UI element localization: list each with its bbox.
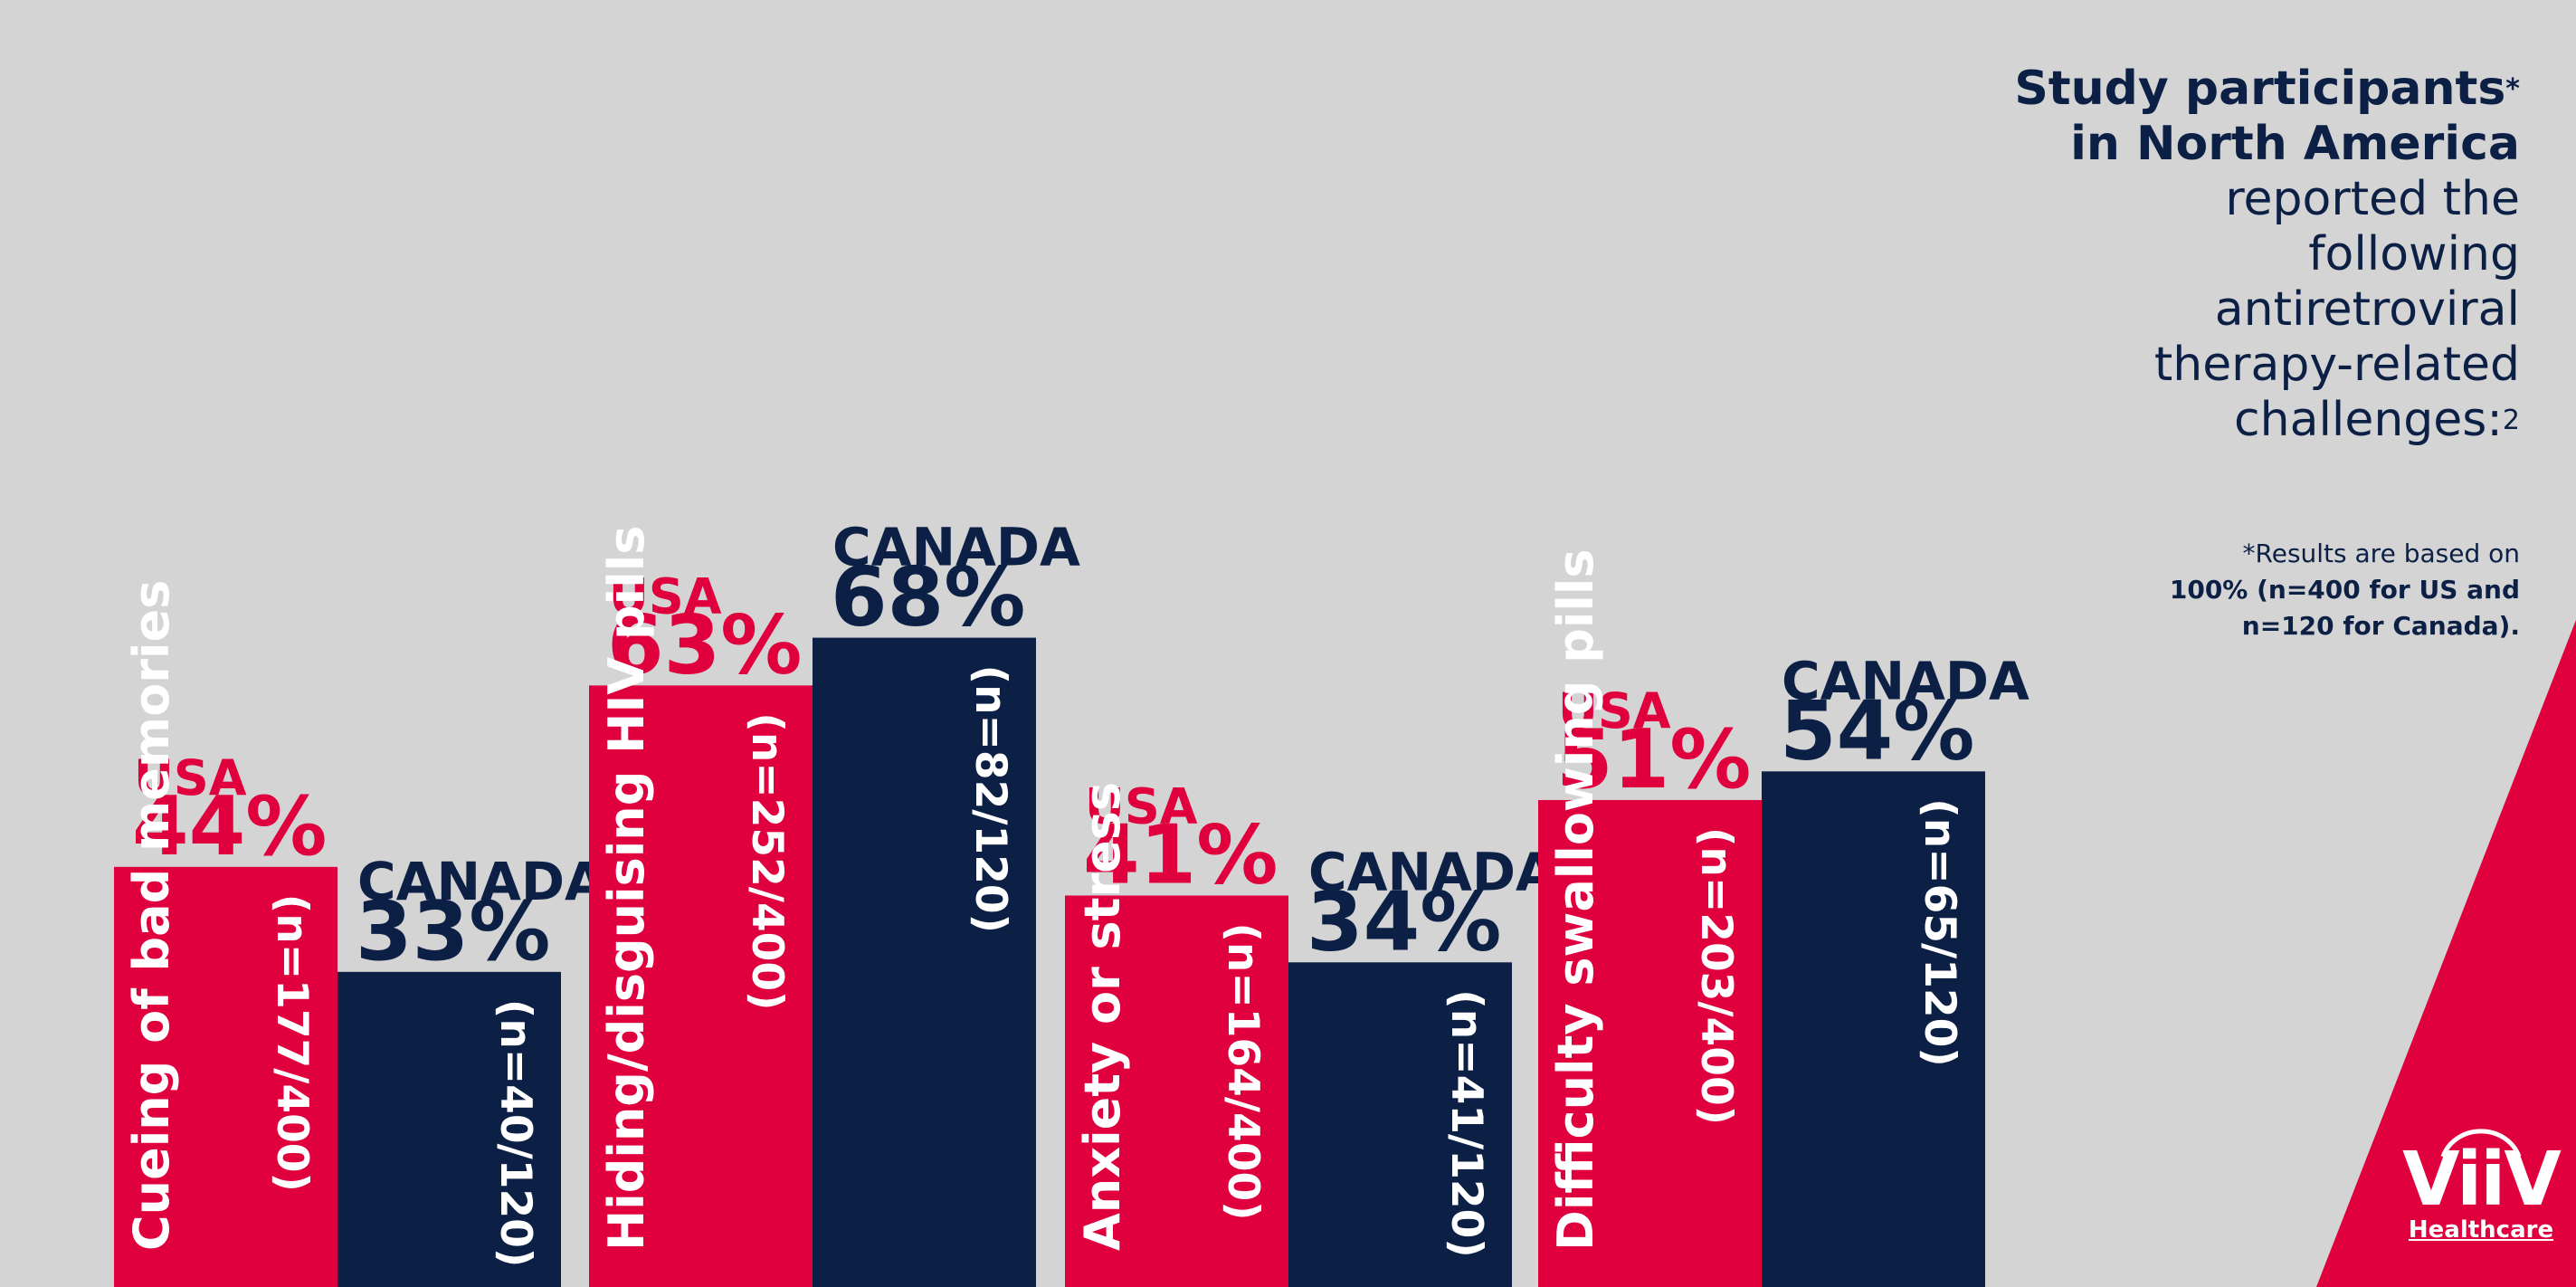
footnote-line-2: 100% (n=400 for US and [2169, 575, 2520, 605]
category-label-1: Cueing of bad memories [123, 580, 180, 1251]
heading-line-4: following [2308, 227, 2520, 281]
accent-triangle-shape [2316, 620, 2576, 1287]
bar-usa-3 [1065, 895, 1288, 1287]
value-label-canada-2: 68% [831, 550, 1025, 645]
value-label-usa-4: 51% [1556, 712, 1751, 807]
n-label-usa-4: (n=203/400) [1691, 827, 1741, 1125]
heading-line-2: in North America [2070, 117, 2520, 171]
country-label-usa-2: USA [609, 567, 722, 624]
n-label-canada-3: (n=41/120) [1441, 989, 1491, 1257]
heading-line-6: therapy-related [2153, 338, 2520, 392]
country-label-canada-2: CANADA [832, 517, 1080, 578]
heading-line-1: Study participants* [2014, 62, 2520, 116]
chart-heading: Study participants* in North America rep… [1868, 62, 2520, 448]
n-label-usa-2: (n=252/400) [742, 712, 792, 1010]
category-label-4: Difficulty swallowing pills [1547, 548, 1604, 1251]
value-label-usa-1: 44% [132, 779, 327, 874]
footnote: *Results are based on 100% (n=400 for US… [1977, 536, 2520, 644]
heading-line-3: reported the [2225, 172, 2520, 226]
country-label-usa-4: USA [1558, 682, 1671, 739]
logo-subtitle: Healthcare [2408, 1216, 2554, 1244]
logo-wordmark: ViiV [2402, 1137, 2562, 1223]
n-label-canada-4: (n=65/120) [1915, 798, 1964, 1066]
n-label-canada-2: (n=82/120) [965, 665, 1015, 933]
category-label-2: Hiding/disguising HIV pills [598, 526, 655, 1251]
n-label-usa-1: (n=177/400) [267, 894, 317, 1192]
bar-canada-3 [1288, 962, 1512, 1287]
bar-canada-2 [813, 637, 1036, 1287]
category-label-3: Anxiety or stress [1074, 782, 1131, 1251]
heading-line-5: antiretroviral [2214, 282, 2520, 337]
country-label-canada-1: CANADA [357, 851, 605, 912]
n-label-usa-3: (n=164/400) [1218, 922, 1268, 1220]
value-label-usa-3: 41% [1083, 807, 1278, 902]
value-label-canada-4: 54% [1780, 683, 1974, 778]
logo-arc-icon [2440, 1129, 2522, 1158]
bar-canada-4 [1762, 771, 1985, 1287]
viiv-healthcare-logo: ViiV Healthcare [2400, 1115, 2562, 1251]
n-label-canada-1: (n=40/120) [490, 999, 540, 1267]
country-label-canada-3: CANADA [1308, 841, 1556, 902]
country-label-usa-1: USA [134, 749, 247, 806]
bar-canada-1 [337, 971, 561, 1287]
country-label-usa-3: USA [1085, 777, 1198, 834]
country-label-canada-4: CANADA [1782, 650, 2029, 711]
bar-usa-4 [1538, 799, 1762, 1287]
bar-usa-2 [589, 685, 813, 1287]
value-label-canada-3: 34% [1307, 874, 1501, 969]
heading-line-7: challenges:2 [2234, 393, 2520, 447]
value-label-usa-2: 63% [607, 597, 802, 692]
value-label-canada-1: 33% [356, 884, 550, 979]
footnote-line-3: n=120 for Canada). [2241, 611, 2520, 641]
footnote-line-1: *Results are based on [2242, 539, 2520, 568]
bar-usa-1 [114, 866, 337, 1287]
